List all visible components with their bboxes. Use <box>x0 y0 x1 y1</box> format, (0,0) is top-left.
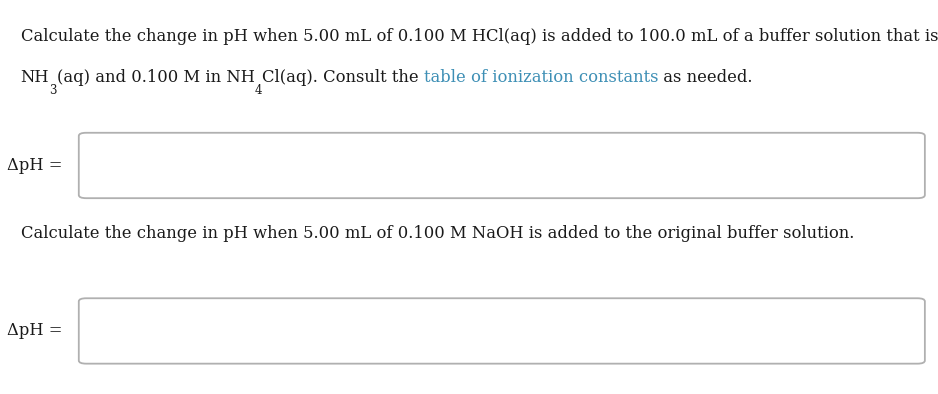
Text: table of ionization constants: table of ionization constants <box>424 69 658 85</box>
Text: (aq) and 0.100 M in NH: (aq) and 0.100 M in NH <box>56 69 254 85</box>
Text: ΔpH =: ΔpH = <box>7 322 62 340</box>
Text: 4: 4 <box>254 84 262 97</box>
Text: Calculate the change in pH when 5.00 mL of 0.100 M NaOH is added to the original: Calculate the change in pH when 5.00 mL … <box>21 225 854 242</box>
Text: ΔpH =: ΔpH = <box>7 157 62 174</box>
FancyBboxPatch shape <box>79 298 925 364</box>
FancyBboxPatch shape <box>79 133 925 198</box>
Text: Calculate the change in pH when 5.00 mL of 0.100 M HCl(aq) is added to 100.0 mL : Calculate the change in pH when 5.00 mL … <box>21 28 938 45</box>
Text: NH: NH <box>21 69 49 85</box>
Text: as needed.: as needed. <box>658 69 753 85</box>
Text: 3: 3 <box>49 84 56 97</box>
Text: Cl(aq). Consult the: Cl(aq). Consult the <box>262 69 424 85</box>
